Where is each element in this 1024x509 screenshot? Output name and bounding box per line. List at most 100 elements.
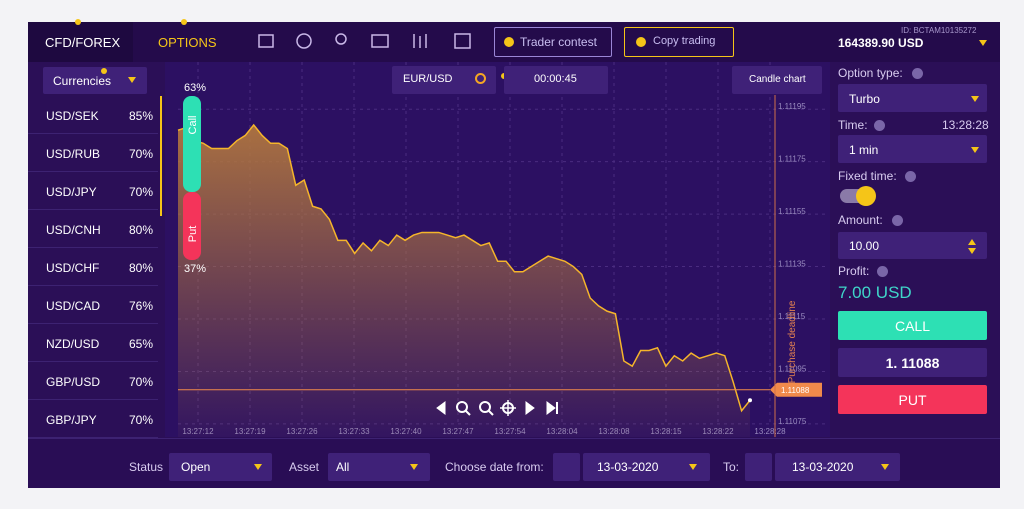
search-icon[interactable]: [475, 73, 486, 84]
balance[interactable]: 164389.90 USD: [838, 36, 924, 50]
put-bar: [183, 192, 201, 260]
call-share: 63%: [184, 82, 206, 94]
put-label: Put: [187, 226, 199, 243]
label: Status: [129, 460, 164, 474]
tab[interactable]: OPTIONS: [158, 35, 217, 50]
stepper[interactable]: [968, 239, 976, 245]
put-share: 37%: [184, 263, 206, 275]
label: Profit:: [838, 264, 870, 278]
stepper[interactable]: [968, 248, 976, 254]
help[interactable]: [912, 68, 923, 79]
option-type[interactable]: Turbo: [849, 92, 880, 106]
asset-payout: 70%: [128, 413, 153, 427]
row-divider: [28, 209, 158, 210]
filter[interactable]: Currencies: [53, 74, 112, 88]
zoom-controls[interactable]: [436, 400, 558, 416]
toolbar-icons[interactable]: [258, 33, 471, 49]
y-tick-label: 1.11115: [778, 312, 806, 321]
date-input[interactable]: [775, 453, 900, 481]
price-area: [178, 124, 750, 437]
symbol[interactable]: EUR/USD: [403, 73, 453, 85]
y-tick-label: 1.11195: [778, 102, 806, 111]
asset-pair[interactable]: USD/CHF: [46, 261, 100, 275]
timer-box: [504, 66, 608, 94]
put-button[interactable]: PUT: [898, 392, 927, 408]
amount[interactable]: 10.00: [849, 239, 880, 253]
call-label: Call: [187, 116, 199, 135]
label: Time:: [838, 118, 868, 132]
help[interactable]: [874, 120, 885, 131]
asset-pair[interactable]: USD/JPY: [46, 185, 97, 199]
price-tag: [770, 382, 822, 397]
asset-payout: 70%: [128, 185, 153, 199]
dropdown-arrow: [979, 40, 987, 46]
y-tick-label: 1.11175: [778, 155, 806, 164]
label: Fixed time:: [838, 169, 897, 183]
toggle-knob[interactable]: [856, 186, 876, 206]
asset-payout: 70%: [128, 147, 153, 161]
put-button-bg[interactable]: [838, 385, 987, 414]
clock: 13:28:28: [942, 118, 989, 132]
tab[interactable]: CFD/FOREX: [45, 35, 121, 50]
button-frame[interactable]: [494, 27, 612, 57]
asset-pair[interactable]: USD/CNH: [46, 223, 101, 237]
label: Option type:: [838, 66, 903, 80]
asset-payout: 70%: [128, 375, 153, 389]
dropdown-arrow: [410, 464, 418, 470]
view-button[interactable]: Candle chart: [749, 74, 806, 85]
duration[interactable]: 1 min: [849, 143, 879, 157]
asset-payout: 80%: [128, 223, 153, 237]
asset-pair[interactable]: GBP/JPY: [46, 413, 97, 427]
date-from[interactable]: 13-03-2020: [597, 460, 659, 474]
price: 1. 11088: [885, 355, 940, 371]
asset-pair[interactable]: USD/CAD: [46, 299, 101, 313]
asset-payout: 65%: [128, 337, 153, 351]
row-divider: [28, 285, 158, 286]
asset-payout: 85%: [128, 109, 153, 123]
calendar-icon[interactable]: [745, 453, 772, 481]
call-button-bg[interactable]: [838, 311, 987, 340]
row-divider: [28, 399, 158, 400]
dropdown[interactable]: [838, 135, 987, 163]
dropdown-arrow: [254, 464, 262, 470]
asset-pair[interactable]: USD/RUB: [46, 147, 101, 161]
help[interactable]: [905, 171, 916, 182]
help[interactable]: [892, 215, 903, 226]
button-frame[interactable]: [624, 27, 734, 57]
call-button[interactable]: CALL: [894, 318, 931, 334]
scrollbar: [160, 96, 162, 216]
status[interactable]: Open: [181, 460, 211, 474]
calendar-icon[interactable]: [553, 453, 580, 481]
row-divider: [28, 171, 158, 172]
dropdown-arrow: [689, 464, 697, 470]
y-tick-label: 1.11075: [778, 417, 807, 426]
price-box: [838, 348, 987, 377]
dropdown-arrow: [128, 77, 136, 83]
date-input[interactable]: [583, 453, 710, 481]
date-to[interactable]: 13-03-2020: [792, 460, 854, 474]
call-bar: [183, 96, 201, 192]
help[interactable]: [877, 266, 888, 277]
dropdown[interactable]: [838, 84, 987, 112]
input[interactable]: [838, 232, 987, 259]
dropdown-arrow: [971, 96, 979, 102]
tab-bg: [28, 22, 133, 62]
timer: 00:00:45: [534, 73, 577, 85]
asset-pair[interactable]: USD/SEK: [46, 109, 99, 123]
row-divider: [28, 437, 158, 438]
view-button-box[interactable]: [732, 66, 822, 94]
sidebar: [28, 62, 162, 437]
asset-payout: 80%: [128, 261, 153, 275]
label: Amount:: [838, 213, 883, 227]
asset-pair[interactable]: GBP/USD: [46, 375, 101, 389]
dropdown-arrow: [971, 147, 979, 153]
asset-payout: 76%: [128, 299, 153, 313]
asset-pair[interactable]: NZD/USD: [46, 337, 100, 351]
button[interactable]: Copy trading: [653, 35, 716, 47]
row-divider: [28, 361, 158, 362]
dropdown-arrow: [881, 464, 889, 470]
last-point: [748, 398, 752, 403]
button[interactable]: Trader contest: [520, 35, 597, 49]
asset[interactable]: All: [336, 460, 350, 474]
